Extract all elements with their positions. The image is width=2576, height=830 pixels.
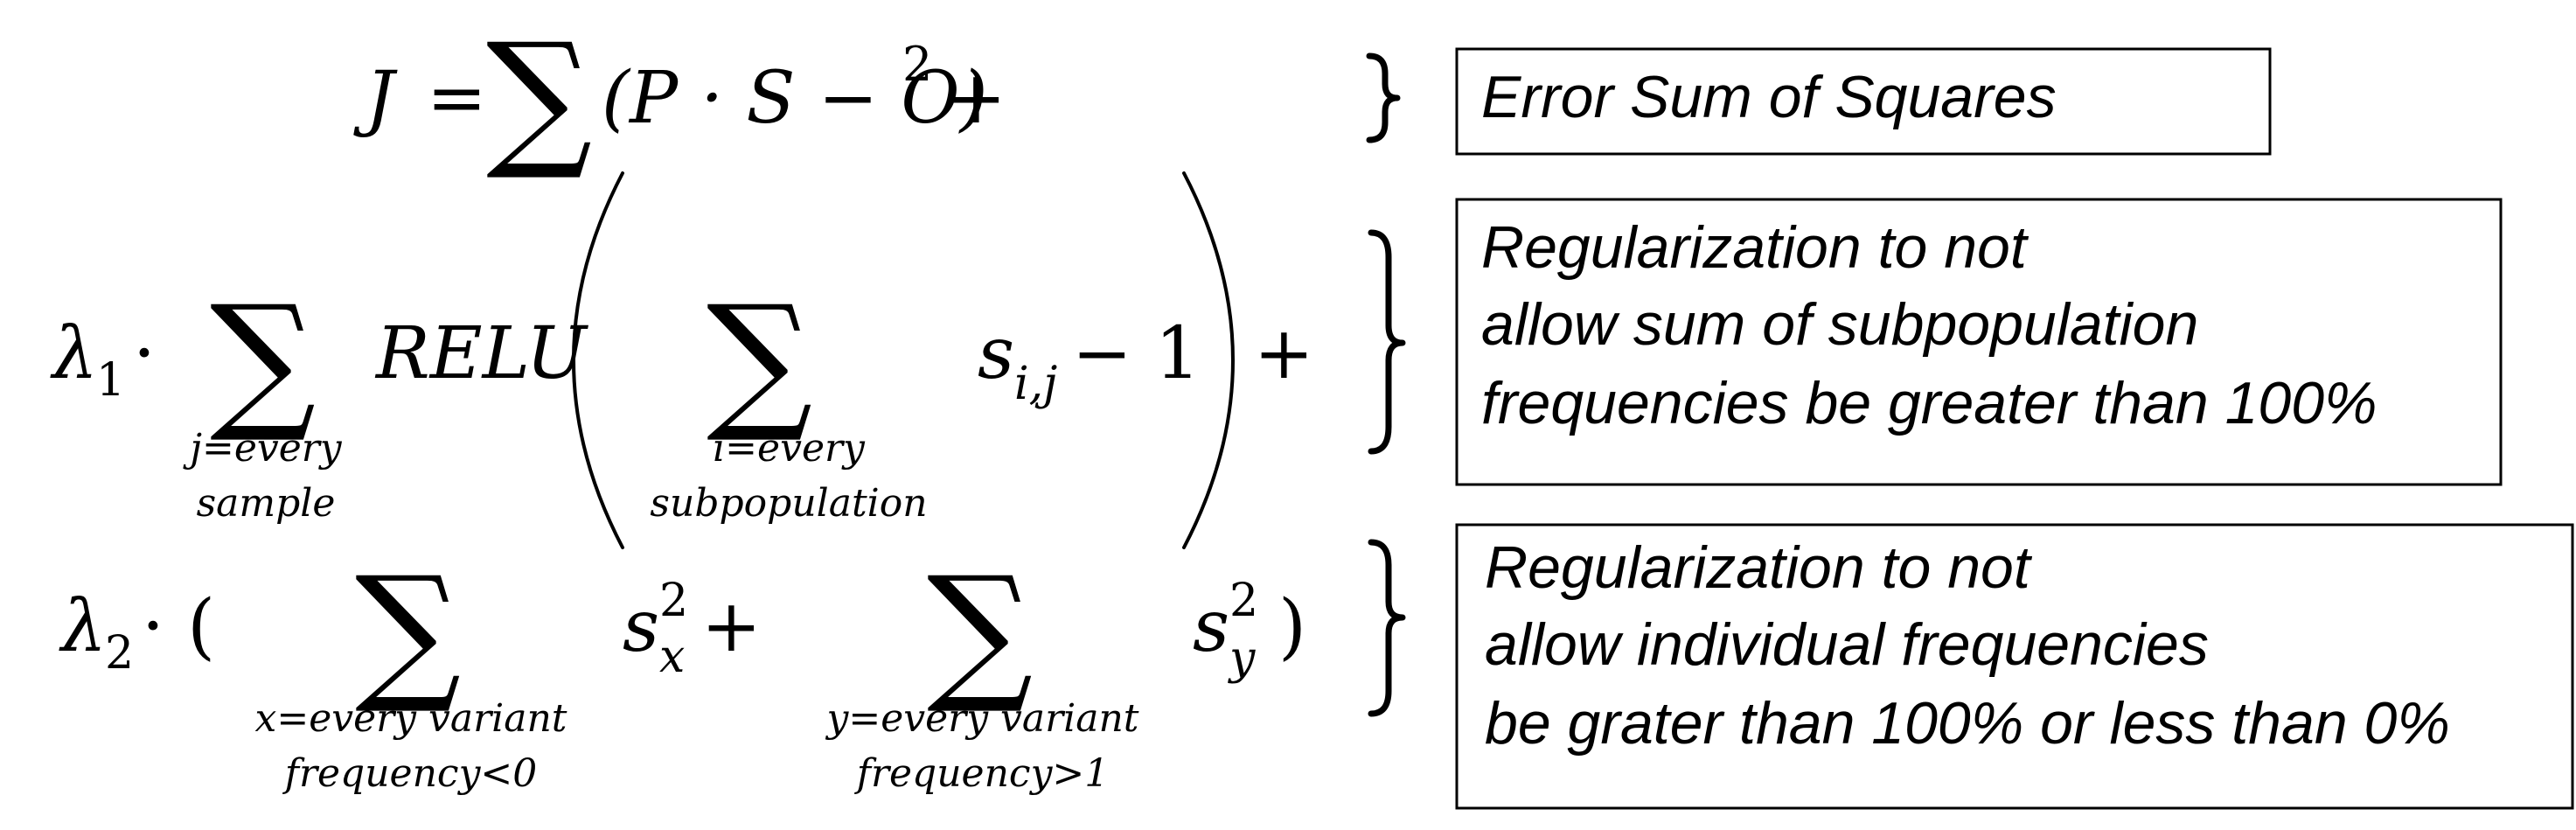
lambda-2-subscript: 2 xyxy=(105,627,134,680)
brace-3 xyxy=(1368,539,1406,717)
lambda-2: λ xyxy=(59,585,107,668)
sum-index-subpopulations-cont: subpopulation xyxy=(650,481,927,526)
lambda-1: λ xyxy=(50,312,98,395)
annotation-2-line-2: allow sum of subpopulation xyxy=(1481,291,2198,358)
annotation-3-line-3: be grater than 100% or less than 0% xyxy=(1485,690,2450,757)
equation-line-2: λ 1 · ∑ j=every sample RELU ∑ i=every su… xyxy=(50,171,1314,549)
annotation-box-2 xyxy=(1455,198,2503,486)
annotation-2-line-3: frequencies be greater than 100% xyxy=(1481,370,2377,436)
sum-index-negative: x=every variant xyxy=(255,696,567,741)
annotation-individual-frequencies: Regularization to not allow individual f… xyxy=(1455,523,2574,810)
annotation-subpopulation-sum: Regularization to not allow sum of subpo… xyxy=(1455,198,2503,486)
annotation-box-3 xyxy=(1455,523,2574,810)
equation-line-3: λ 2 · ( ∑ x=every variant frequency<0 s … xyxy=(59,545,1306,796)
sum-index-over-one-cont: frequency>1 xyxy=(854,751,1110,796)
equals-sign: = xyxy=(427,57,487,140)
minus-one: − 1 xyxy=(1072,312,1201,395)
s-y: s xyxy=(1193,585,1229,668)
right-big-paren xyxy=(1182,171,1235,549)
plus-sign: + xyxy=(946,57,1006,140)
s-x: s xyxy=(623,585,659,668)
s-y-exponent: 2 xyxy=(1229,575,1258,627)
s-x-exponent: 2 xyxy=(659,575,688,627)
left-big-paren xyxy=(572,171,624,549)
plus-sign-3: + xyxy=(701,585,762,668)
annotation-2-line-1: Regularization to not xyxy=(1481,214,2029,281)
cost-symbol-j: J xyxy=(353,57,398,140)
annotation-error-sum: Error Sum of Squares xyxy=(1455,47,2272,156)
annotation-3-line-2: allow individual frequencies xyxy=(1485,611,2209,678)
sum-index-over-one: y=every variant xyxy=(825,696,1139,741)
multiply-dot: · xyxy=(133,312,156,395)
brace-1 xyxy=(1366,52,1401,143)
multiply-open-paren: · ( xyxy=(142,585,215,668)
sum-over-samples: ∑ xyxy=(210,274,316,447)
sum-over-subpopulations: ∑ xyxy=(707,274,812,447)
sum-negative-freqs: ∑ xyxy=(355,545,461,718)
sum-index-samples: j=every xyxy=(182,426,342,471)
square-exponent: 2 xyxy=(902,37,932,92)
plus-sign-2: + xyxy=(1254,312,1314,395)
error-expression: (P · S − O) xyxy=(602,57,988,140)
annotation-box-1 xyxy=(1455,47,2272,156)
relu-function: RELU xyxy=(374,312,589,395)
sum-index-samples-cont: sample xyxy=(197,481,336,526)
close-paren: ) xyxy=(1278,585,1306,668)
s-ij: s xyxy=(978,312,1014,395)
s-ij-subscript: i,j xyxy=(1014,358,1057,410)
sum-over-one-freqs: ∑ xyxy=(927,545,1033,718)
annotation-3-line-1: Regularization to not xyxy=(1485,534,2033,601)
sum-index-subpopulations: i=every xyxy=(713,426,866,471)
sum-sign: ∑ xyxy=(486,11,592,185)
s-y-subscript: y xyxy=(1228,632,1256,685)
annotation-1-line-1: Error Sum of Squares xyxy=(1481,64,2057,130)
brace-2 xyxy=(1368,229,1406,455)
equation-line-1: J = ∑ (P · S − O) 2 + xyxy=(353,11,1006,185)
lambda-1-subscript: 1 xyxy=(96,354,125,407)
s-x-subscript: x xyxy=(659,631,685,683)
sum-index-negative-cont: frequency<0 xyxy=(282,751,538,796)
